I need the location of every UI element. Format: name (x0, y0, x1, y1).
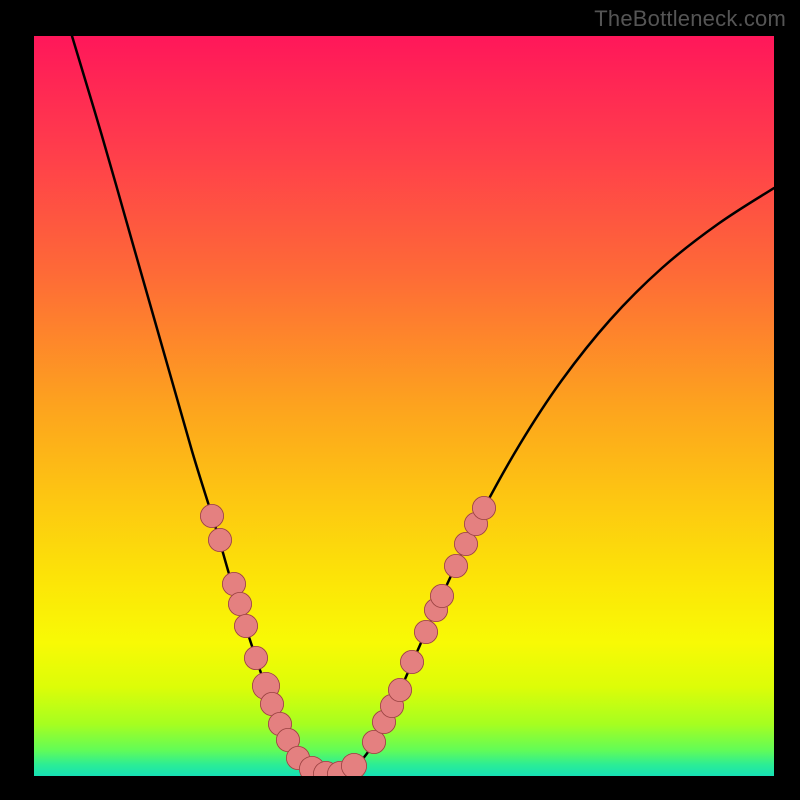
data-marker (430, 584, 454, 608)
data-marker (444, 554, 468, 578)
data-marker (341, 753, 367, 776)
data-marker (400, 650, 424, 674)
data-marker (244, 646, 268, 670)
data-marker (472, 496, 496, 520)
chart-stage: TheBottleneck.com (0, 0, 800, 800)
watermark-label: TheBottleneck.com (594, 6, 786, 32)
data-marker (208, 528, 232, 552)
data-marker (234, 614, 258, 638)
data-marker (414, 620, 438, 644)
data-marker (228, 592, 252, 616)
data-marker (200, 504, 224, 528)
data-marker (388, 678, 412, 702)
curve-left (72, 36, 336, 776)
plot-area (34, 36, 774, 776)
